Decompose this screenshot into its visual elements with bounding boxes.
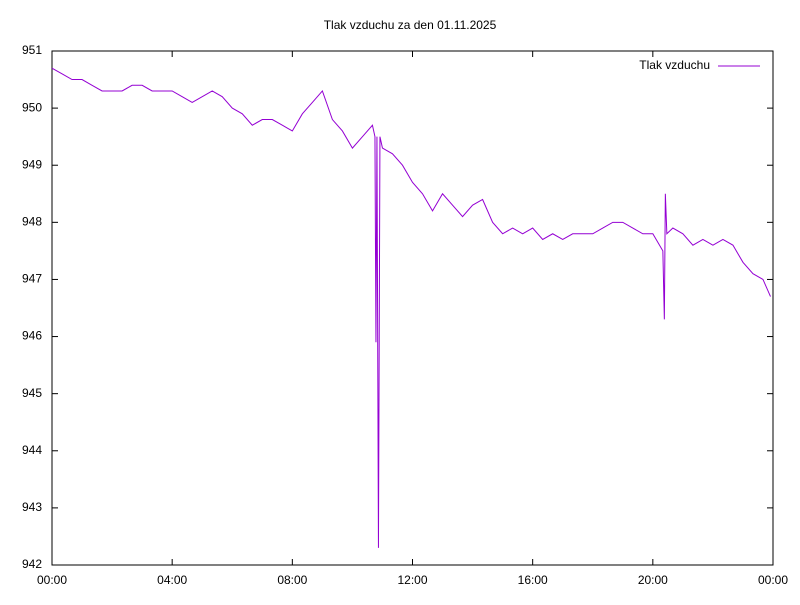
x-tick-label: 00:00 (758, 573, 788, 587)
x-tick-label: 04:00 (157, 573, 187, 587)
y-tick-label: 951 (22, 43, 42, 57)
y-tick-label: 948 (22, 215, 42, 229)
y-tick-label: 942 (22, 557, 42, 571)
legend-label: Tlak vzduchu (639, 58, 710, 72)
x-tick-label: 20:00 (638, 573, 668, 587)
y-tick-label: 944 (22, 443, 42, 457)
x-tick-label: 16:00 (518, 573, 548, 587)
y-tick-label: 946 (22, 329, 42, 343)
data-line (51, 67, 771, 548)
y-tick-label: 949 (22, 157, 42, 171)
y-tick-label: 943 (22, 500, 42, 514)
x-tick-label: 12:00 (397, 573, 427, 587)
y-tick-label: 947 (22, 272, 42, 286)
chart-title: Tlak vzduchu za den 01.11.2025 (324, 18, 497, 32)
y-tick-label: 950 (22, 100, 42, 114)
x-tick-label: 08:00 (277, 573, 307, 587)
x-tick-label: 00:00 (37, 573, 67, 587)
y-tick-label: 945 (22, 386, 42, 400)
